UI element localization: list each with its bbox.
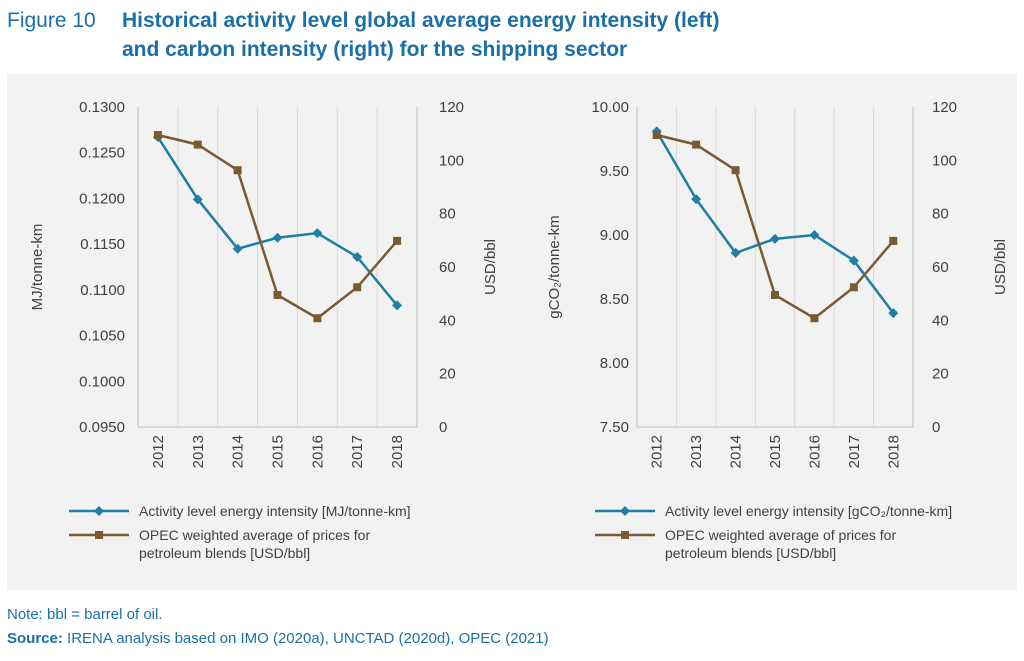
y2-axis-title: USD/bbl [482, 239, 499, 295]
y2-tick-label: 120 [932, 99, 957, 116]
y-tick-label: 0.1150 [80, 236, 125, 253]
y2-tick-label: 80 [439, 206, 456, 223]
legend-label: petroleum blends [USD/bbl] [139, 545, 310, 561]
y2-tick-label: 60 [439, 259, 456, 276]
y-tick-label: 0.1000 [79, 373, 125, 390]
source-text: IRENA analysis based on IMO (2020a), UNC… [63, 630, 549, 647]
y-tick-label: 0.1300 [79, 99, 125, 116]
y2-tick-label: 80 [932, 206, 949, 223]
x-tick-label: 2012 [150, 435, 167, 468]
y-axis-title: gCO₂/tonne-km [546, 215, 563, 318]
y-tick-label: 9.50 [600, 163, 629, 180]
diamond-marker-icon [69, 502, 129, 520]
series-line [158, 137, 397, 305]
figure-title-line-2: and carbon intensity (right) for the shi… [7, 35, 720, 64]
data-point [274, 291, 282, 299]
square-marker-icon [69, 526, 129, 544]
y-tick-label: 9.00 [600, 227, 629, 244]
y2-tick-label: 0 [439, 419, 447, 436]
data-point [393, 237, 401, 245]
y-tick-label: 10.00 [591, 99, 629, 116]
data-point [653, 131, 661, 139]
figure-notes: Note: bbl = barrel of oil. Source: IRENA… [7, 603, 549, 651]
diamond-marker-icon [595, 502, 655, 520]
y-tick-label: 0.1250 [79, 145, 125, 162]
legend-label: OPEC weighted average of prices for [665, 527, 896, 543]
legend-item-carbon-intensity: Activity level energy intensity [gCO₂/to… [595, 502, 952, 520]
y-tick-label: 0.1200 [79, 190, 125, 207]
data-point [353, 283, 361, 291]
figure-number: Figure 10 [7, 6, 122, 35]
y2-tick-label: 40 [932, 312, 949, 329]
legend-label: Activity level energy intensity [gCO₂/to… [665, 503, 952, 519]
x-tick-label: 2018 [389, 435, 406, 468]
legend-item-energy-intensity: Activity level energy intensity [MJ/tonn… [69, 502, 411, 520]
x-tick-label: 2014 [728, 435, 745, 468]
legend-item-opec-price: OPEC weighted average of prices for petr… [595, 526, 952, 562]
legend-item-opec-price: OPEC weighted average of prices for petr… [69, 526, 411, 562]
data-point [234, 166, 242, 174]
data-point [850, 283, 858, 291]
figure-title: Historical activity level global average… [122, 9, 720, 32]
x-tick-label: 2017 [349, 435, 366, 468]
source-line: Source: IRENA analysis based on IMO (202… [7, 627, 549, 651]
y2-tick-label: 20 [439, 366, 456, 383]
x-tick-label: 2013 [190, 435, 207, 468]
square-marker-icon [595, 526, 655, 544]
data-point [889, 237, 897, 245]
y2-axis-title: USD/bbl [992, 239, 1009, 295]
y-tick-label: 7.50 [600, 419, 629, 436]
figure-header: Figure 10 Historical activity level globa… [7, 6, 720, 64]
data-point [810, 314, 818, 322]
y-axis-title: MJ/tonne-km [29, 224, 46, 311]
x-tick-label: 2012 [649, 435, 666, 468]
legend-right: Activity level energy intensity [gCO₂/to… [595, 502, 952, 568]
legend-label: Activity level energy intensity [MJ/tonn… [139, 503, 411, 519]
x-tick-label: 2016 [309, 435, 326, 468]
data-point [692, 141, 700, 149]
y2-tick-label: 100 [439, 152, 464, 169]
data-point [194, 141, 202, 149]
y-tick-label: 8.50 [600, 291, 629, 308]
y-tick-label: 8.00 [600, 355, 629, 372]
y2-tick-label: 0 [932, 419, 940, 436]
legend-label: petroleum blends [USD/bbl] [665, 545, 836, 561]
data-point [273, 233, 283, 243]
y2-tick-label: 20 [932, 366, 949, 383]
x-tick-label: 2017 [846, 435, 863, 468]
data-point [313, 314, 321, 322]
data-point [154, 131, 162, 139]
x-tick-label: 2014 [230, 435, 247, 468]
y2-tick-label: 120 [439, 99, 464, 116]
data-point [770, 234, 780, 244]
x-tick-label: 2018 [885, 435, 902, 468]
data-point [771, 291, 779, 299]
y-tick-label: 0.1050 [79, 328, 125, 345]
title-line-1: Figure 10 Historical activity level globa… [7, 6, 720, 35]
y2-tick-label: 40 [439, 312, 456, 329]
note-text: Note: bbl = barrel of oil. [7, 603, 549, 627]
x-tick-label: 2015 [767, 435, 784, 468]
x-tick-label: 2015 [270, 435, 287, 468]
x-tick-label: 2013 [688, 435, 705, 468]
y2-tick-label: 60 [932, 259, 949, 276]
data-point [732, 166, 740, 174]
legend-left: Activity level energy intensity [MJ/tonn… [69, 502, 411, 568]
x-tick-label: 2016 [806, 435, 823, 468]
y-tick-label: 0.0950 [79, 419, 125, 436]
legend-label: OPEC weighted average of prices for [139, 527, 370, 543]
y-tick-label: 0.1100 [80, 282, 125, 299]
chart-panel: 0.1300 0.1250 0.1200 0.1150 0.1100 0.1050 0.10… [7, 74, 1017, 590]
y2-tick-label: 100 [932, 152, 957, 169]
source-label: Source: [7, 630, 63, 647]
